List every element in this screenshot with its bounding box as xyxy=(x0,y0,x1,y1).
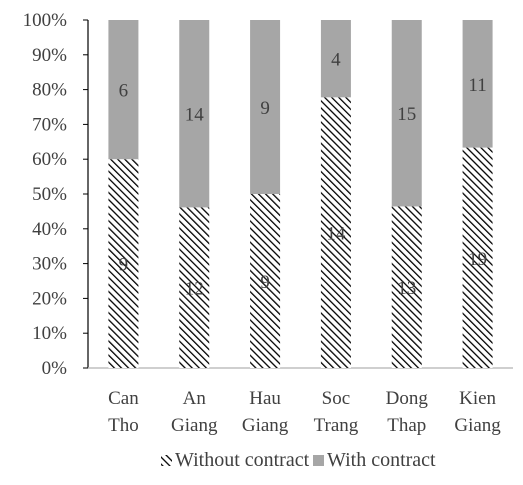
y-tick-label: 100% xyxy=(23,10,68,31)
data-label-without-contract: 9 xyxy=(260,272,270,293)
y-tick-label: 60% xyxy=(32,149,67,170)
data-label-with-contract: 11 xyxy=(468,75,486,96)
data-label-with-contract: 4 xyxy=(331,50,341,71)
legend-label-without-contract: Without contract xyxy=(175,449,310,471)
data-label-with-contract: 9 xyxy=(260,98,270,119)
x-category-label: Hau xyxy=(249,388,281,409)
y-tick-label: 40% xyxy=(32,219,67,240)
bar-without-contract xyxy=(250,194,281,368)
chart-data-labels: 9 6 12 14 9 9 14 4 13 15 19 11 xyxy=(119,50,487,300)
x-category-label: Soc xyxy=(322,388,351,409)
data-label-with-contract: 6 xyxy=(119,81,129,102)
x-category-label: Dong xyxy=(386,388,429,409)
data-label-with-contract: 14 xyxy=(185,105,205,126)
x-category-label: Trang xyxy=(314,415,359,436)
legend-swatch-without-contract xyxy=(161,455,172,466)
x-category-label: Giang xyxy=(171,415,218,436)
bar-with-contract xyxy=(108,20,139,160)
bar-with-contract xyxy=(250,20,281,194)
data-label-without-contract: 9 xyxy=(119,255,129,276)
x-category-label: Can xyxy=(108,388,139,409)
data-label-without-contract: 14 xyxy=(326,224,346,245)
bar-without-contract xyxy=(462,147,493,368)
chart-bars xyxy=(108,20,493,368)
bar-with-contract xyxy=(462,20,493,148)
y-tick-label: 10% xyxy=(32,323,67,344)
legend-label-with-contract: With contract xyxy=(327,449,436,471)
bar-without-contract xyxy=(108,159,139,368)
y-tick-label: 80% xyxy=(32,80,67,101)
y-tick-label: 20% xyxy=(32,288,67,309)
bar-with-contract xyxy=(179,20,210,208)
data-label-without-contract: 13 xyxy=(397,278,416,299)
y-tick-label: 30% xyxy=(32,254,67,275)
bar-without-contract xyxy=(179,207,210,368)
x-category-label: Giang xyxy=(242,415,289,436)
bar-with-contract xyxy=(391,20,422,207)
x-category-label: Kien xyxy=(459,388,496,409)
x-category-label: Tho xyxy=(108,415,139,436)
data-label-without-contract: 12 xyxy=(185,279,204,300)
x-category-label: Thap xyxy=(387,415,426,436)
legend-swatch-with-contract xyxy=(313,455,324,466)
data-label-with-contract: 15 xyxy=(397,104,416,125)
y-tick-label: 50% xyxy=(32,184,67,205)
chart-axes: 0% 10% 20% 30% 40% 50% 60% 70% 80% 90% 100% Can Tho A… xyxy=(23,10,513,436)
y-tick-label: 0% xyxy=(42,358,68,379)
x-category-label: An xyxy=(183,388,207,409)
chart-legend: Without contract With contract xyxy=(161,449,436,471)
bar-without-contract xyxy=(391,206,422,368)
x-category-label: Giang xyxy=(454,415,501,436)
y-tick-label: 70% xyxy=(32,114,67,135)
y-tick-label: 90% xyxy=(32,45,67,66)
data-label-without-contract: 19 xyxy=(468,249,487,270)
bar-with-contract xyxy=(320,20,351,98)
bar-without-contract xyxy=(320,97,351,368)
